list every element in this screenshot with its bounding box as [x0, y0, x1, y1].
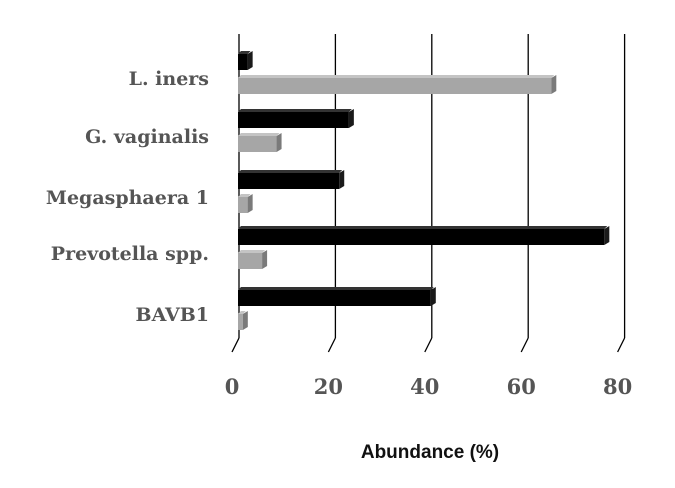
bar-series1-2 [238, 170, 345, 189]
bar-series2-4 [238, 311, 248, 330]
category-labels: L. iners G. vaginalis Megasphaera 1 Prevote… [46, 68, 209, 326]
bar-series2-2 [238, 194, 253, 213]
bar-series1-0 [238, 51, 253, 70]
tick-label-60: 60 [507, 374, 536, 399]
bar-series2-1 [238, 133, 282, 152]
gridline-floor-80 [617, 337, 626, 353]
tick-label-20: 20 [314, 374, 343, 399]
bar-series1-1 [238, 109, 354, 128]
category-label-4: BAVB1 [136, 304, 209, 326]
category-label-1: G. vaginalis [85, 126, 209, 148]
bar-series1-3 [238, 226, 610, 245]
category-label-2: Megasphaera 1 [46, 187, 209, 209]
bars [238, 51, 610, 330]
gridline-floor-60 [520, 337, 529, 353]
tick-label-80: 80 [603, 374, 632, 399]
x-axis-title: Abundance (%) [361, 442, 499, 463]
tick-label-40: 40 [410, 374, 439, 399]
gridline-floor-40 [424, 337, 433, 353]
bar-series2-0 [238, 75, 557, 94]
gridline-floor-0 [231, 337, 240, 353]
tick-labels: 0 20 40 60 80 [225, 374, 633, 399]
bar-series2-3 [238, 250, 268, 269]
bar-series1-4 [238, 287, 436, 306]
tick-label-0: 0 [225, 374, 240, 399]
category-label-3: Prevotella spp. [51, 243, 209, 265]
category-label-0: L. iners [129, 68, 209, 90]
gridline-floor-20 [327, 337, 336, 353]
